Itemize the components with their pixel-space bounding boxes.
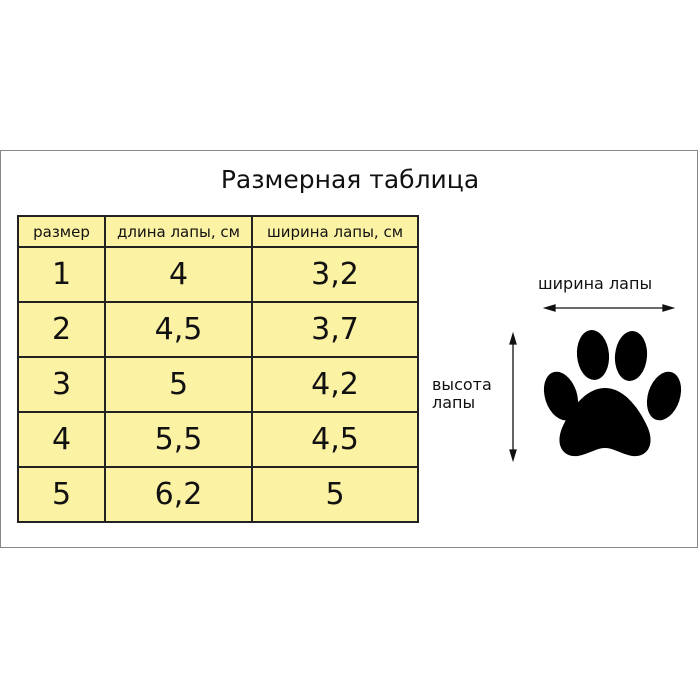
- table-header: размер длина лапы, см ширина лапы, см: [17, 215, 419, 248]
- paw-icon: [543, 330, 682, 457]
- cell-width: 5: [251, 466, 419, 523]
- table-row: 4 5,5 4,5: [17, 411, 419, 468]
- cell-length: 5,5: [104, 411, 253, 468]
- cell-length: 5: [104, 356, 253, 413]
- cell-size: 2: [17, 301, 106, 358]
- cell-size: 5: [17, 466, 106, 523]
- table-row: 5 6,2 5: [17, 466, 419, 523]
- table-row: 2 4,5 3,7: [17, 301, 419, 358]
- cell-width: 3,7: [251, 301, 419, 358]
- height-label-line1: высота: [432, 375, 492, 394]
- width-arrow-icon: [542, 304, 676, 312]
- cell-length: 6,2: [104, 466, 253, 523]
- cell-length: 4: [104, 246, 253, 303]
- cell-width: 4,5: [251, 411, 419, 468]
- cell-length: 4,5: [104, 301, 253, 358]
- cell-size: 3: [17, 356, 106, 413]
- width-label: ширина лапы: [538, 274, 653, 293]
- header-size: размер: [17, 215, 106, 248]
- height-label-line2: лапы: [432, 393, 476, 412]
- cell-size: 4: [17, 411, 106, 468]
- cell-width: 4,2: [251, 356, 419, 413]
- table-row: 3 5 4,2: [17, 356, 419, 413]
- page-title: Размерная таблица: [220, 165, 480, 194]
- cell-width: 3,2: [251, 246, 419, 303]
- header-width: ширина лапы, см: [251, 215, 419, 248]
- table-row: 1 4 3,2: [17, 246, 419, 303]
- size-chart-card: [0, 150, 698, 548]
- cell-size: 1: [17, 246, 106, 303]
- header-length: длина лапы, см: [104, 215, 253, 248]
- height-arrow-icon: [509, 331, 517, 463]
